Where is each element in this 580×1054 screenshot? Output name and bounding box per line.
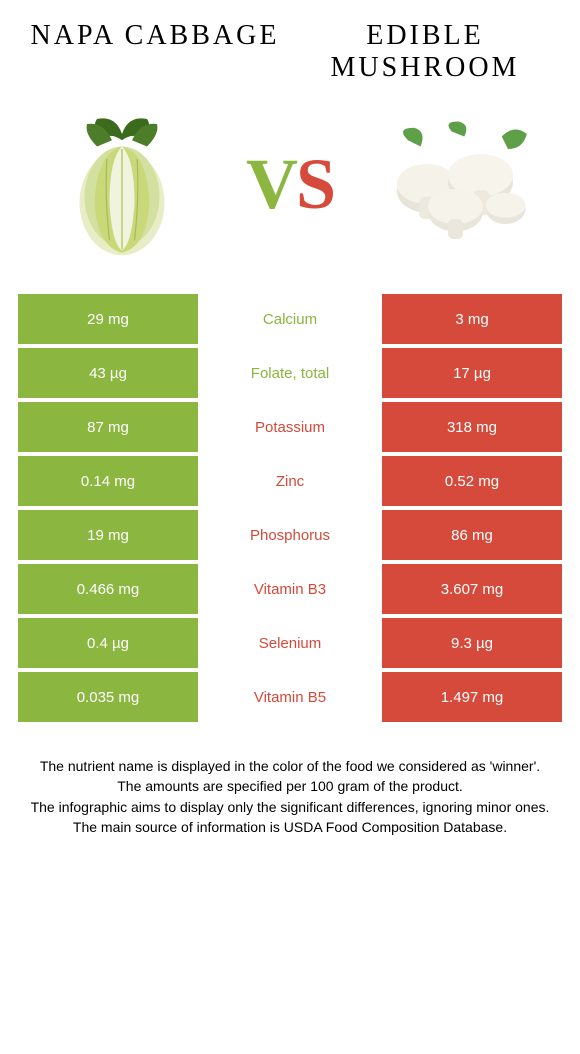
nutrient-label: Zinc	[198, 456, 382, 506]
nutrient-label: Calcium	[198, 294, 382, 344]
nutrient-table: 29 mgCalcium3 mg43 µgFolate, total17 µg8…	[0, 294, 580, 722]
value-left: 0.466 mg	[18, 564, 198, 614]
value-left: 43 µg	[18, 348, 198, 398]
value-left: 19 mg	[18, 510, 198, 560]
value-right: 17 µg	[382, 348, 562, 398]
napa-cabbage-icon	[47, 109, 197, 259]
value-left: 0.035 mg	[18, 672, 198, 722]
nutrient-row: 0.035 mgVitamin B51.497 mg	[18, 672, 562, 722]
food-title-left: Napa cabbage	[20, 20, 290, 52]
images-row: VS	[0, 94, 580, 294]
food-image-left	[42, 104, 202, 264]
value-right: 1.497 mg	[382, 672, 562, 722]
value-right: 9.3 µg	[382, 618, 562, 668]
mushroom-icon	[383, 109, 533, 259]
nutrient-row: 43 µgFolate, total17 µg	[18, 348, 562, 398]
footer-line: The nutrient name is displayed in the co…	[25, 756, 555, 776]
value-right: 3 mg	[382, 294, 562, 344]
value-right: 318 mg	[382, 402, 562, 452]
nutrient-row: 0.4 µgSelenium9.3 µg	[18, 618, 562, 668]
nutrient-row: 19 mgPhosphorus86 mg	[18, 510, 562, 560]
nutrient-label: Vitamin B5	[198, 672, 382, 722]
value-right: 86 mg	[382, 510, 562, 560]
vs-v-letter: V	[246, 144, 296, 224]
footer-line: The main source of information is USDA F…	[25, 817, 555, 837]
nutrient-row: 87 mgPotassium318 mg	[18, 402, 562, 452]
header: Napa cabbage Edible mushroom	[0, 0, 580, 94]
value-right: 0.52 mg	[382, 456, 562, 506]
nutrient-row: 0.14 mgZinc0.52 mg	[18, 456, 562, 506]
nutrient-row: 0.466 mgVitamin B33.607 mg	[18, 564, 562, 614]
vs-s-letter: S	[296, 144, 334, 224]
food-image-right	[378, 104, 538, 264]
value-right: 3.607 mg	[382, 564, 562, 614]
vs-label: VS	[246, 143, 334, 226]
nutrient-label: Potassium	[198, 402, 382, 452]
footer-line: The amounts are specified per 100 gram o…	[25, 776, 555, 796]
footer-notes: The nutrient name is displayed in the co…	[0, 726, 580, 837]
nutrient-label: Vitamin B3	[198, 564, 382, 614]
food-title-right: Edible mushroom	[290, 20, 560, 84]
value-left: 0.14 mg	[18, 456, 198, 506]
value-left: 0.4 µg	[18, 618, 198, 668]
value-left: 29 mg	[18, 294, 198, 344]
nutrient-label: Selenium	[198, 618, 382, 668]
nutrient-label: Folate, total	[198, 348, 382, 398]
footer-line: The infographic aims to display only the…	[25, 797, 555, 817]
nutrient-label: Phosphorus	[198, 510, 382, 560]
value-left: 87 mg	[18, 402, 198, 452]
nutrient-row: 29 mgCalcium3 mg	[18, 294, 562, 344]
